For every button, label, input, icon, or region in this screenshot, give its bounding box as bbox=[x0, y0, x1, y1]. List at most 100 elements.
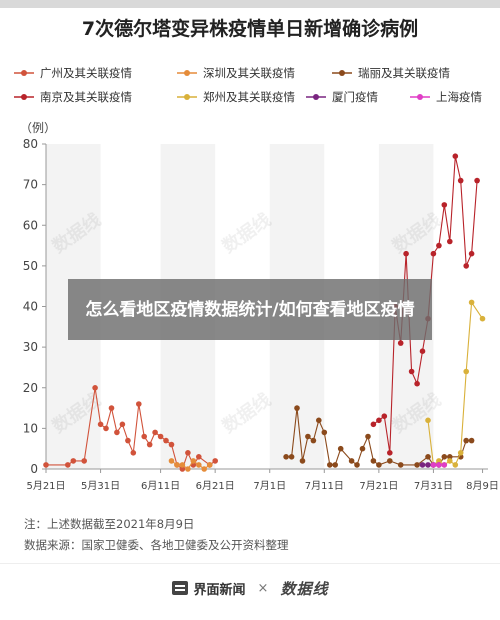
data-point bbox=[419, 462, 426, 468]
data-point bbox=[419, 348, 426, 354]
data-point bbox=[179, 462, 186, 468]
data-point bbox=[92, 385, 98, 391]
data-point bbox=[201, 466, 207, 472]
x-tick-label: 7月21日 bbox=[359, 480, 398, 492]
data-point bbox=[283, 454, 289, 460]
data-point bbox=[447, 454, 453, 460]
data-point bbox=[457, 450, 464, 456]
x-tick-label: 7月1日 bbox=[253, 480, 286, 492]
legend-swatch bbox=[306, 94, 326, 100]
data-source-note: 数据来源：国家卫健委、各地卫健委及公开资料整理 bbox=[24, 538, 289, 552]
data-point bbox=[294, 405, 300, 411]
footer-divider bbox=[0, 563, 500, 564]
legend-item[interactable]: 深圳及其关联疫情 bbox=[177, 64, 295, 82]
data-point bbox=[168, 441, 175, 448]
data-point bbox=[152, 429, 158, 436]
data-point bbox=[452, 153, 459, 159]
data-point bbox=[299, 458, 306, 464]
data-point bbox=[310, 437, 317, 444]
overlay-banner[interactable]: 怎么看地区疫情数据统计/如何查看地区疫情 bbox=[68, 279, 432, 340]
data-point bbox=[436, 242, 442, 249]
x-tick-label: 5月21日 bbox=[26, 480, 65, 492]
data-point bbox=[403, 250, 409, 257]
data-point bbox=[479, 315, 486, 322]
data-point bbox=[414, 380, 420, 387]
legend-item[interactable]: 南京及其关联疫情 bbox=[14, 88, 132, 106]
legend-swatch bbox=[14, 70, 34, 76]
x-tick-label: 7月11日 bbox=[305, 480, 344, 492]
legend-swatch bbox=[14, 94, 34, 100]
data-point bbox=[441, 202, 448, 208]
data-point bbox=[185, 466, 191, 472]
data-point bbox=[359, 445, 366, 452]
data-point bbox=[108, 405, 115, 411]
y-tick-label: 20 bbox=[23, 381, 38, 395]
data-point bbox=[288, 454, 295, 460]
data-point bbox=[463, 263, 470, 269]
data-point bbox=[436, 458, 442, 464]
y-tick-label: 0 bbox=[30, 462, 38, 476]
data-point bbox=[430, 250, 437, 257]
watermark: 数据线 bbox=[218, 389, 275, 438]
footer: 界面新闻 × 数据线 bbox=[0, 570, 500, 606]
legend-label: 深圳及其关联疫情 bbox=[203, 66, 295, 80]
data-point bbox=[305, 433, 311, 440]
data-cutoff-note: 注：上述数据截至2021年8月9日 bbox=[24, 517, 195, 531]
series-line bbox=[427, 300, 483, 466]
x-tick-label: 8月9日 bbox=[466, 480, 499, 492]
legend-item[interactable]: 郑州及其关联疫情 bbox=[177, 88, 295, 106]
data-point bbox=[136, 401, 142, 407]
data-point bbox=[463, 368, 470, 375]
data-point bbox=[43, 462, 49, 468]
legend-label: 厦门疫情 bbox=[332, 90, 378, 104]
data-point bbox=[414, 462, 420, 468]
data-point bbox=[65, 462, 71, 468]
legend-item[interactable]: 上海疫情 bbox=[410, 88, 482, 106]
legend-item[interactable]: 广州及其关联疫情 bbox=[14, 64, 132, 82]
legend-item[interactable]: 瑞丽及其关联疫情 bbox=[332, 64, 450, 82]
jiemian-logo-icon bbox=[171, 581, 188, 595]
y-tick-label: 40 bbox=[23, 300, 38, 314]
data-point bbox=[179, 466, 186, 472]
x-tick-label: 5月31日 bbox=[81, 480, 120, 492]
legend-swatch bbox=[177, 70, 197, 76]
data-point bbox=[447, 458, 453, 464]
data-point bbox=[114, 429, 120, 436]
data-point bbox=[425, 454, 431, 460]
data-point bbox=[425, 462, 431, 468]
legend-item[interactable]: 厦门疫情 bbox=[306, 88, 378, 106]
data-point bbox=[321, 429, 328, 436]
data-point bbox=[196, 462, 202, 468]
data-point bbox=[447, 238, 453, 245]
legend-label: 郑州及其关联疫情 bbox=[203, 90, 295, 104]
data-point bbox=[119, 421, 126, 428]
legend-label: 瑞丽及其关联疫情 bbox=[358, 66, 450, 80]
data-point bbox=[397, 462, 404, 468]
data-point bbox=[316, 417, 322, 424]
x-tick-label: 6月11日 bbox=[141, 480, 180, 492]
shujuxian-logo: 数据线 bbox=[280, 579, 329, 598]
data-point bbox=[408, 368, 415, 375]
data-point bbox=[370, 458, 377, 464]
data-point bbox=[163, 437, 169, 444]
legend-swatch bbox=[332, 70, 352, 76]
legend-label: 南京及其关联疫情 bbox=[40, 90, 132, 104]
y-tick-label: 70 bbox=[23, 178, 38, 192]
jiemian-logo-text: 界面新闻 bbox=[193, 582, 246, 598]
data-point bbox=[397, 340, 404, 346]
data-point bbox=[196, 454, 202, 460]
data-point bbox=[452, 462, 459, 468]
watermark: 数据线 bbox=[218, 209, 275, 258]
data-point bbox=[212, 458, 218, 464]
data-point bbox=[457, 177, 464, 184]
data-point bbox=[97, 421, 104, 428]
data-point bbox=[70, 458, 77, 464]
chart-title: 7次德尔塔变异株疫情单日新增确诊病例 bbox=[81, 18, 419, 40]
x-tick-label: 6月21日 bbox=[196, 480, 235, 492]
data-point bbox=[468, 437, 475, 444]
data-point bbox=[337, 445, 344, 452]
top-bar bbox=[0, 0, 500, 8]
data-point bbox=[146, 441, 153, 448]
data-point bbox=[168, 458, 175, 464]
